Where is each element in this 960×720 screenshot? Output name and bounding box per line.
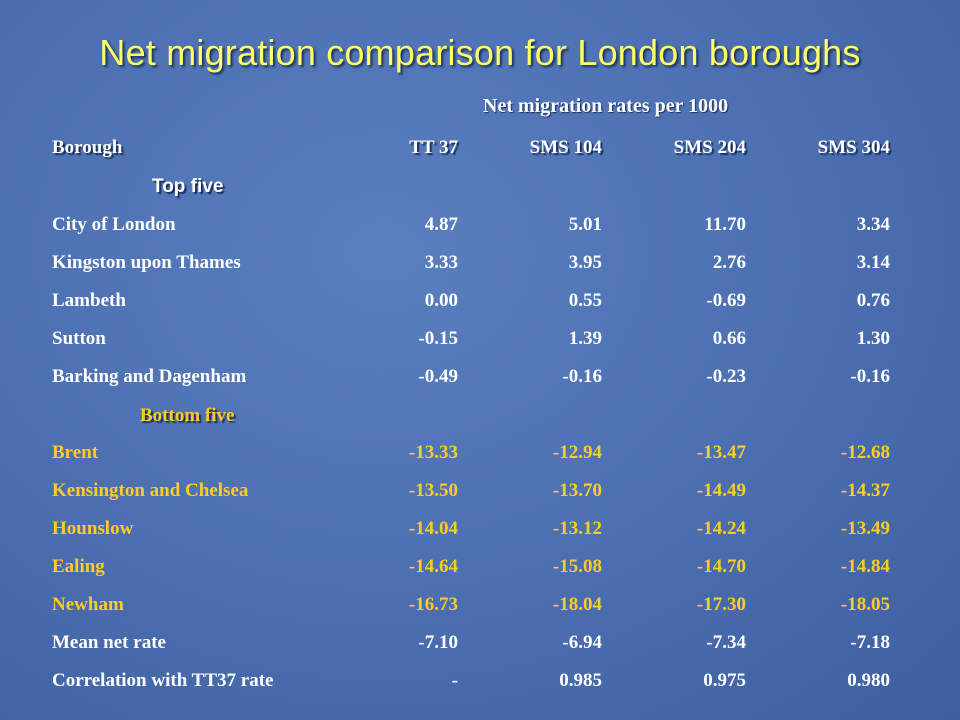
section-bottom-five: Bottom five xyxy=(140,405,235,426)
table-cell: 1.39 xyxy=(568,328,602,349)
table-cell: 0.55 xyxy=(568,290,602,311)
table-cell: -14.49 xyxy=(696,480,746,501)
row-label: Newham xyxy=(52,594,124,615)
table-cell: -14.37 xyxy=(840,480,890,501)
table-cell: -15.08 xyxy=(552,556,602,577)
table-cell: -7.34 xyxy=(706,632,746,653)
table-cell: -12.68 xyxy=(840,442,890,463)
table-cell: -7.10 xyxy=(418,632,458,653)
table-cell: 1.30 xyxy=(856,328,890,349)
page-title: Net migration comparison for London boro… xyxy=(99,32,861,73)
table-cell: -6.94 xyxy=(562,632,602,653)
row-label: Hounslow xyxy=(52,518,134,539)
table-cell: -13.50 xyxy=(408,480,458,501)
table-cell: 3.95 xyxy=(568,252,602,273)
row-label: Mean net rate xyxy=(52,632,166,653)
table-cell: 0.00 xyxy=(424,290,458,311)
table-cell: -13.33 xyxy=(408,442,458,463)
table-cell: -18.04 xyxy=(552,594,602,615)
header-sms204: SMS 204 xyxy=(673,137,746,158)
table-cell: 11.70 xyxy=(704,214,746,235)
table-cell: 0.985 xyxy=(559,670,602,691)
table-cell: -7.18 xyxy=(850,632,890,653)
table-cell: -16.73 xyxy=(408,594,458,615)
row-label: Correlation with TT37 rate xyxy=(52,670,274,691)
table-cell: -14.84 xyxy=(840,556,890,577)
table-cell: 3.33 xyxy=(424,252,458,273)
table-cell: 0.76 xyxy=(856,290,890,311)
header-sms304: SMS 304 xyxy=(817,137,890,158)
row-label: Sutton xyxy=(52,328,106,349)
table-cell: -13.70 xyxy=(552,480,602,501)
table-cell: 0.980 xyxy=(847,670,890,691)
table-cell: 3.34 xyxy=(856,214,890,235)
table-cell: -18.05 xyxy=(840,594,890,615)
table-cell: -14.24 xyxy=(696,518,746,539)
header-tt37: TT 37 xyxy=(409,137,458,158)
table-cell: -0.16 xyxy=(562,366,602,387)
table-cell: -0.69 xyxy=(706,290,746,311)
table-subheading: Net migration rates per 1000 xyxy=(483,95,729,117)
table-cell: - xyxy=(451,670,458,691)
header-sms104: SMS 104 xyxy=(529,137,602,158)
table-cell: -12.94 xyxy=(552,442,602,463)
table-cell: -14.04 xyxy=(408,518,458,539)
table-cell: 0.66 xyxy=(712,328,746,349)
table-cell: 0.975 xyxy=(703,670,746,691)
row-label: City of London xyxy=(52,214,176,235)
table-cell: 5.01 xyxy=(568,214,602,235)
table-cell: -14.64 xyxy=(408,556,458,577)
row-label: Kensington and Chelsea xyxy=(52,480,249,501)
header-borough: Borough xyxy=(52,137,123,158)
table-cell: 2.76 xyxy=(712,252,746,273)
table-cell: -0.15 xyxy=(418,328,458,349)
row-label: Brent xyxy=(52,442,99,463)
row-label: Ealing xyxy=(52,556,105,577)
table-cell: -13.12 xyxy=(552,518,602,539)
table-cell: -13.47 xyxy=(696,442,746,463)
table-cell: -0.49 xyxy=(418,366,458,387)
section-top-five: Top five xyxy=(152,176,224,197)
row-label: Lambeth xyxy=(52,290,126,311)
table-cell: 3.14 xyxy=(856,252,890,273)
table-cell: -0.16 xyxy=(850,366,890,387)
table-cell: 4.87 xyxy=(424,214,458,235)
table-cell: -13.49 xyxy=(840,518,890,539)
table-cell: -0.23 xyxy=(706,366,746,387)
table-cell: -14.70 xyxy=(696,556,746,577)
row-label: Barking and Dagenham xyxy=(52,366,247,387)
row-label: Kingston upon Thames xyxy=(52,252,241,273)
table-cell: -17.30 xyxy=(696,594,746,615)
